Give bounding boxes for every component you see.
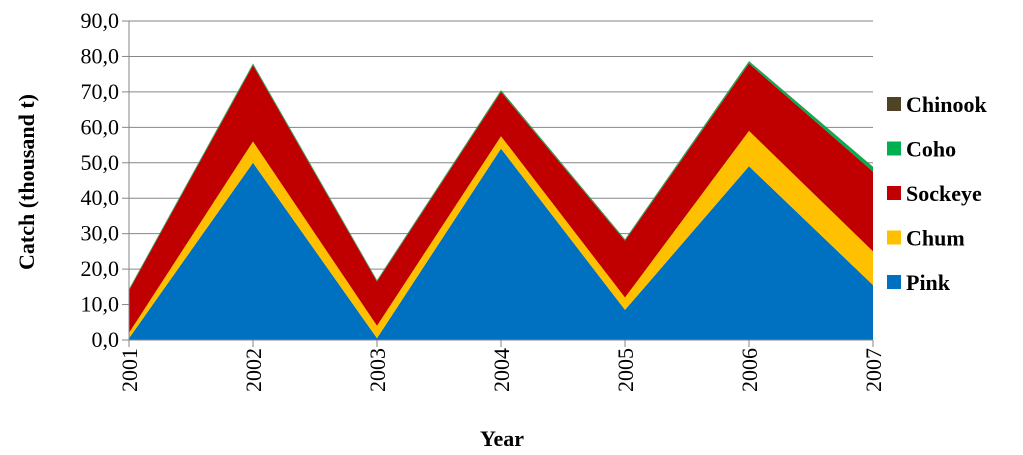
x-tick-label: 2003 bbox=[365, 348, 390, 392]
legend-label: Pink bbox=[906, 270, 951, 295]
legend-item-chinook: Chinook bbox=[887, 92, 987, 117]
x-tick-label: 2005 bbox=[613, 348, 638, 392]
x-tick-labels: 2001 2002 2003 2004 2005 2006 2007 bbox=[117, 348, 886, 392]
legend-label: Chinook bbox=[906, 92, 987, 117]
y-tick-label: 80,0 bbox=[81, 43, 120, 68]
x-tick-label: 2001 bbox=[117, 348, 142, 392]
legend-item-chum: Chum bbox=[887, 226, 965, 251]
x-tick-label: 2006 bbox=[737, 348, 762, 392]
legend-swatch bbox=[887, 97, 901, 111]
legend-swatch bbox=[887, 275, 901, 289]
x-tick-label: 2004 bbox=[489, 348, 514, 392]
y-tick-label: 30,0 bbox=[81, 221, 120, 246]
y-tick-label: 50,0 bbox=[81, 150, 120, 175]
y-tick-label: 10,0 bbox=[81, 292, 120, 317]
y-tick-label: 70,0 bbox=[81, 79, 120, 104]
y-tick-labels: 0,0 10,0 20,0 30,0 40,0 50,0 60,0 70,0 80,0 90,0 bbox=[81, 8, 120, 352]
area-series bbox=[129, 61, 873, 340]
area-pink bbox=[129, 148, 873, 340]
y-tick-label: 0,0 bbox=[92, 327, 120, 352]
y-tick-label: 40,0 bbox=[81, 185, 120, 210]
legend-label: Sockeye bbox=[906, 181, 982, 206]
legend-item-sockeye: Sockeye bbox=[887, 181, 982, 206]
x-tick-label: 2002 bbox=[241, 348, 266, 392]
y-tick-label: 90,0 bbox=[81, 8, 120, 33]
y-tick-label: 60,0 bbox=[81, 114, 120, 139]
legend-swatch bbox=[887, 186, 901, 200]
legend-swatch bbox=[887, 141, 901, 156]
x-tick-label: 2007 bbox=[861, 348, 886, 392]
legend-label: Chum bbox=[906, 226, 965, 251]
legend-swatch bbox=[887, 230, 901, 245]
legend: Chinook Coho Sockeye Chum Pink bbox=[887, 92, 987, 295]
legend-item-pink: Pink bbox=[887, 270, 951, 295]
area-sockeye bbox=[129, 63, 873, 333]
legend-item-coho: Coho bbox=[887, 137, 956, 162]
y-axis-title: Catch (thousand t) bbox=[14, 94, 39, 270]
legend-label: Coho bbox=[906, 137, 956, 162]
y-tick-label: 20,0 bbox=[81, 256, 120, 281]
axes bbox=[128, 21, 874, 347]
x-axis-title: Year bbox=[480, 426, 524, 451]
